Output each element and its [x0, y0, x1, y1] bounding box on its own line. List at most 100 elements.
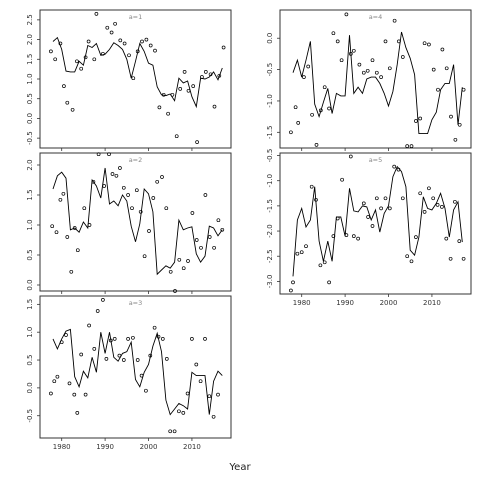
data-point — [198, 379, 203, 384]
data-point — [212, 245, 216, 250]
data-point — [216, 218, 221, 223]
data-point — [87, 323, 91, 328]
data-point — [59, 340, 64, 345]
data-point — [289, 130, 293, 135]
data-point — [405, 254, 410, 259]
data-point — [203, 337, 207, 341]
data-point — [105, 25, 110, 30]
x-tick-label: 1980 — [293, 299, 311, 307]
data-point — [383, 196, 388, 201]
data-point — [461, 87, 466, 92]
data-point — [91, 179, 96, 184]
data-point — [361, 201, 366, 206]
data-point — [177, 257, 182, 262]
data-point — [144, 37, 149, 42]
data-point — [344, 12, 349, 17]
data-point — [121, 185, 126, 190]
data-point — [65, 235, 70, 239]
data-point — [348, 52, 353, 56]
data-point — [140, 39, 144, 44]
data-point — [199, 245, 203, 250]
data-point — [397, 39, 401, 44]
x-tick-label: 2010 — [423, 299, 441, 307]
data-point — [75, 411, 80, 415]
data-point — [194, 238, 199, 242]
data-point — [361, 70, 366, 75]
series-line — [52, 328, 223, 416]
data-point — [131, 335, 135, 340]
data-point — [61, 191, 66, 196]
data-point — [172, 429, 177, 434]
panel-frame — [279, 152, 472, 295]
data-point — [379, 75, 383, 79]
data-point — [62, 84, 66, 88]
data-point — [418, 191, 423, 196]
data-point — [190, 337, 194, 341]
data-point — [160, 175, 164, 179]
data-point — [190, 211, 195, 215]
data-point — [58, 197, 63, 202]
data-point — [348, 154, 353, 159]
data-point — [427, 186, 431, 191]
panel-title: a=3 — [129, 299, 143, 307]
data-point — [306, 64, 311, 69]
data-point — [135, 49, 140, 54]
data-point — [134, 188, 139, 193]
data-point — [414, 235, 418, 239]
data-point — [339, 58, 344, 63]
data-point — [52, 379, 57, 384]
data-point — [86, 39, 91, 44]
data-point — [101, 298, 105, 302]
data-point — [92, 347, 97, 351]
data-point — [92, 57, 97, 62]
data-point — [122, 41, 127, 46]
data-point — [186, 88, 191, 93]
data-point — [418, 116, 423, 121]
data-point — [208, 72, 213, 77]
data-point — [400, 55, 405, 59]
data-point — [374, 70, 379, 75]
data-point — [160, 337, 165, 341]
data-point — [335, 216, 340, 221]
data-point — [221, 45, 226, 50]
series-line — [52, 36, 223, 109]
data-point — [118, 38, 123, 43]
data-point — [457, 122, 462, 127]
panel-title: a=4 — [369, 13, 383, 21]
data-point — [181, 266, 186, 271]
series-line — [292, 165, 463, 277]
panel-title: a=2 — [129, 156, 143, 164]
data-point — [177, 409, 181, 414]
data-point — [387, 206, 392, 211]
data-point — [164, 206, 169, 211]
data-point — [422, 210, 427, 214]
data-point — [431, 196, 436, 201]
data-point — [121, 358, 126, 362]
y-tick-label: 1.0 — [26, 327, 34, 338]
data-point — [70, 107, 75, 112]
data-point — [155, 179, 160, 184]
data-point — [148, 353, 153, 358]
data-point — [72, 392, 77, 397]
data-point — [370, 58, 375, 63]
series-line — [292, 31, 463, 135]
data-point — [309, 184, 314, 189]
data-point — [113, 21, 117, 26]
data-point — [461, 256, 466, 261]
data-point — [157, 105, 162, 110]
y-tick-label: 0.5 — [26, 354, 34, 365]
data-point — [444, 236, 449, 241]
data-point — [110, 172, 115, 176]
data-point — [87, 223, 92, 227]
data-point — [109, 30, 114, 35]
data-point — [64, 333, 68, 337]
data-point — [310, 112, 314, 117]
y-tick-label: -1.0 — [266, 174, 274, 188]
data-point — [107, 152, 111, 157]
data-point — [49, 391, 53, 396]
data-point — [436, 87, 440, 92]
data-point — [126, 193, 130, 197]
data-point — [414, 119, 418, 123]
data-point — [431, 67, 436, 72]
